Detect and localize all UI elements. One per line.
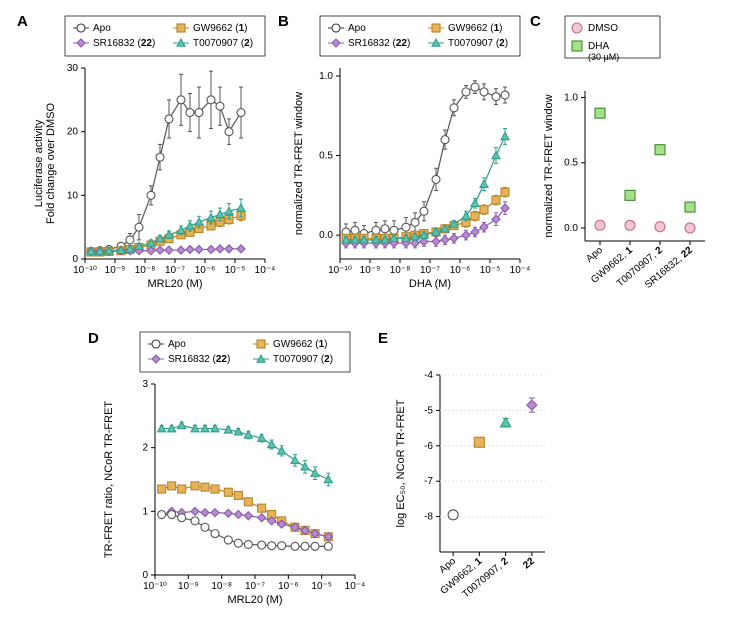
svg-text:10⁻⁷: 10⁻⁷	[245, 581, 265, 592]
svg-text:10⁻⁸: 10⁻⁸	[211, 581, 232, 592]
svg-text:0.0: 0.0	[564, 223, 578, 234]
svg-text:Apo: Apo	[584, 245, 605, 265]
svg-text:-8: -8	[424, 512, 433, 523]
panel-label-a: A	[17, 13, 28, 30]
svg-text:10⁻⁵: 10⁻⁵	[480, 265, 501, 276]
svg-text:10: 10	[67, 190, 79, 201]
svg-text:normalized TR-FRET window: normalized TR-FRET window	[293, 92, 305, 235]
svg-text:Apo: Apo	[168, 339, 186, 350]
svg-text:-7: -7	[424, 476, 433, 487]
svg-text:MRL20 (M): MRL20 (M)	[227, 594, 282, 606]
svg-text:SR16832 (22): SR16832 (22)	[348, 38, 410, 49]
chart-d: Apo GW9662 (1) SR16832 (22) T0070907 (2) 0 1 2…	[100, 332, 360, 632]
svg-text:10⁻¹⁰: 10⁻¹⁰	[328, 265, 352, 276]
svg-text:10⁻¹⁰: 10⁻¹⁰	[143, 581, 167, 592]
svg-text:Apo: Apo	[348, 23, 366, 34]
svg-text:10⁻⁸: 10⁻⁸	[390, 265, 411, 276]
svg-text:Apo: Apo	[437, 556, 458, 576]
svg-text:1.0: 1.0	[319, 71, 333, 82]
svg-text:10⁻⁴: 10⁻⁴	[345, 581, 366, 592]
svg-text:22: 22	[521, 556, 537, 572]
svg-text:normalized TR-FRET window: normalized TR-FRET window	[543, 94, 555, 237]
svg-text:30: 30	[67, 63, 79, 74]
svg-text:MRL20 (M): MRL20 (M)	[147, 278, 202, 290]
chart-e: -8-7-6-5-4ApoGW9662, 1T0070907, 222log E…	[390, 345, 570, 630]
chart-a: ApoGW9662 (1)SR16832 (22)T0070907 (2)010…	[30, 16, 270, 296]
svg-text:10⁻⁵: 10⁻⁵	[225, 265, 246, 276]
svg-text:SR16832 (22): SR16832 (22)	[168, 354, 230, 365]
svg-text:10⁻⁶: 10⁻⁶	[195, 265, 216, 276]
svg-text:20: 20	[67, 127, 79, 138]
svg-text:10⁻⁹: 10⁻⁹	[105, 265, 126, 276]
svg-text:10⁻⁸: 10⁻⁸	[135, 265, 156, 276]
svg-text:0: 0	[72, 254, 78, 265]
svg-text:0.5: 0.5	[564, 158, 578, 169]
svg-text:GW9662 (1): GW9662 (1)	[193, 23, 247, 34]
svg-text:10⁻⁴: 10⁻⁴	[255, 265, 276, 276]
svg-text:-4: -4	[424, 370, 433, 381]
svg-text:10⁻⁷: 10⁻⁷	[420, 265, 440, 276]
svg-text:1.0: 1.0	[564, 93, 578, 104]
svg-text:TR-FRET ratio, NCoR TR-FRET: TR-FRET ratio, NCoR TR-FRET	[103, 401, 115, 559]
svg-text:10⁻⁹: 10⁻⁹	[360, 265, 381, 276]
svg-text:2: 2	[142, 443, 148, 454]
svg-text:DMSO: DMSO	[588, 23, 618, 34]
chart-c: DMSODHA(30 µM)0.00.51.0ApoGW9662, 1T0070…	[540, 16, 745, 306]
panel-label-e: E	[378, 330, 388, 347]
panel-label-b: B	[278, 13, 289, 30]
svg-text:10⁻⁷: 10⁻⁷	[165, 265, 185, 276]
svg-text:Fold change over DMSO: Fold change over DMSO	[45, 103, 57, 224]
svg-text:GW9662 (1): GW9662 (1)	[273, 339, 327, 350]
svg-text:DHA (M): DHA (M)	[409, 278, 451, 290]
svg-text:0.0: 0.0	[319, 230, 333, 241]
svg-text:10⁻⁶: 10⁻⁶	[278, 581, 299, 592]
svg-text:10⁻⁵: 10⁻⁵	[311, 581, 332, 592]
svg-text:T0070907 (2): T0070907 (2)	[273, 354, 333, 365]
svg-text:log EC₅₀, NCoR TR-FRET: log EC₅₀, NCoR TR-FRET	[395, 399, 407, 527]
svg-text:10⁻⁶: 10⁻⁶	[450, 265, 471, 276]
svg-text:10⁻⁹: 10⁻⁹	[178, 581, 199, 592]
svg-text:1: 1	[142, 506, 148, 517]
svg-text:0.5: 0.5	[319, 151, 333, 162]
svg-text:SR16832 (22): SR16832 (22)	[93, 38, 155, 49]
svg-text:Apo: Apo	[93, 23, 111, 34]
svg-text:T0070907, 2: T0070907, 2	[460, 556, 510, 601]
svg-text:GW9662 (1): GW9662 (1)	[448, 23, 502, 34]
svg-text:T0070907 (2): T0070907 (2)	[193, 38, 253, 49]
svg-text:-6: -6	[424, 441, 433, 452]
chart-b: Apo GW9662 (1) SR16832 (22) T0070907 (2) 0.0…	[290, 16, 525, 296]
svg-text:-5: -5	[424, 405, 433, 416]
svg-text:3: 3	[142, 379, 148, 390]
svg-text:10⁻¹⁰: 10⁻¹⁰	[73, 265, 97, 276]
panel-label-d: D	[88, 330, 99, 347]
svg-text:0: 0	[142, 570, 148, 581]
svg-text:Luciferase activity: Luciferase activity	[33, 119, 45, 207]
svg-text:10⁻⁴: 10⁻⁴	[510, 265, 531, 276]
svg-text:T0070907 (2): T0070907 (2)	[448, 38, 508, 49]
